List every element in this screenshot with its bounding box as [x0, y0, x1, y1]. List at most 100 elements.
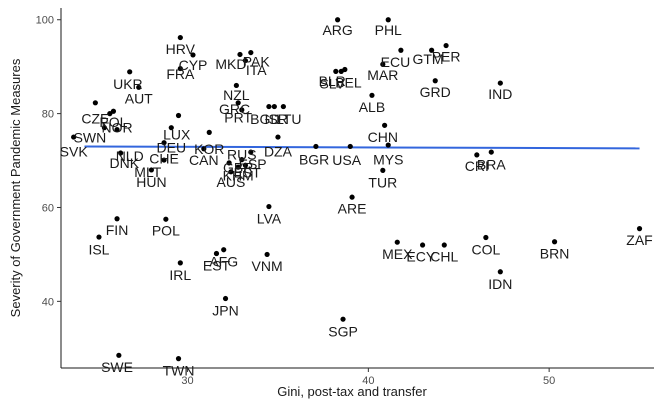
- point-label: ECY: [406, 248, 435, 264]
- point-label: AFG: [209, 253, 238, 269]
- point-label: SVK: [60, 144, 89, 160]
- point-label: BGR: [299, 152, 329, 168]
- point-label: CHE: [149, 151, 179, 167]
- data-point: [380, 61, 386, 67]
- data-point: [233, 82, 239, 89]
- data-point: [116, 352, 122, 358]
- data-point: [398, 47, 404, 53]
- x-axis-title: Gini, post-tax and transfer: [277, 384, 427, 399]
- data-point: [177, 65, 183, 72]
- point-label: PHL: [375, 22, 402, 38]
- data-point: [239, 157, 245, 163]
- point-label: CZE: [81, 110, 109, 126]
- data-point: [264, 251, 270, 258]
- data-point: [242, 162, 249, 168]
- x-ticks: 30 40 50: [181, 368, 555, 387]
- point-label: PAK: [243, 54, 271, 70]
- y-tick-label: 40: [42, 296, 54, 308]
- point-label: EST: [203, 258, 231, 274]
- point-label: RUS: [227, 146, 257, 162]
- data-point: [71, 134, 77, 140]
- point-label: POL: [152, 222, 180, 238]
- data-point: [235, 164, 241, 170]
- point-label: AUS: [217, 174, 246, 190]
- data-point: [382, 122, 388, 128]
- point-label: JPN: [212, 302, 238, 318]
- data-point: [237, 51, 243, 58]
- point-label: DEU: [157, 139, 187, 155]
- data-point: [443, 42, 449, 49]
- x-tick-label: 40: [362, 375, 374, 387]
- y-ticks: 40 60 80 100: [36, 15, 61, 308]
- point-label: FRA: [166, 66, 195, 82]
- data-point: [127, 69, 133, 75]
- point-label: MAR: [367, 67, 398, 83]
- y-tick-label: 100: [36, 15, 54, 27]
- data-point: [161, 157, 167, 163]
- data-point: [349, 194, 355, 200]
- y-axis-title: Severity of Government Pandemic Measures: [8, 58, 23, 317]
- point-label: ISL: [88, 241, 109, 257]
- point-label: BLR: [319, 73, 346, 89]
- point-label: CHL: [430, 248, 458, 264]
- data-point: [313, 143, 319, 150]
- data-point: [271, 103, 277, 110]
- data-point: [266, 103, 272, 110]
- data-point: [92, 100, 98, 106]
- point-label: VNM: [252, 258, 283, 274]
- data-point: [347, 143, 353, 150]
- data-point: [242, 57, 249, 64]
- data-point: [432, 78, 438, 84]
- point-label: LUX: [163, 126, 191, 142]
- data-point: [333, 68, 339, 74]
- data-point: [275, 134, 281, 140]
- data-point: [394, 239, 400, 245]
- point-label: KHM: [223, 168, 254, 184]
- data-point: [101, 125, 107, 131]
- point-label: MKD: [215, 56, 246, 72]
- data-point: [385, 17, 391, 23]
- point-label: SWN: [74, 130, 107, 146]
- data-point: [419, 242, 426, 248]
- data-point: [222, 295, 229, 302]
- point-label: PER: [432, 48, 461, 64]
- data-point: [110, 108, 117, 114]
- point-label: TWN: [163, 362, 195, 378]
- data-point: [248, 49, 254, 56]
- data-point: [96, 234, 102, 240]
- point-label: IRL: [169, 267, 191, 283]
- point-label: LTU: [276, 111, 301, 127]
- point-label: SWE: [101, 359, 133, 375]
- point-label: UKR: [113, 76, 143, 92]
- point-label: MEX: [382, 246, 413, 262]
- point-label: MLT: [134, 164, 161, 180]
- data-point: [175, 112, 182, 119]
- data-point: [497, 269, 503, 275]
- data-point: [380, 167, 386, 173]
- data-point: [429, 47, 435, 53]
- point-label: ARE: [338, 200, 367, 216]
- point-label: SLV: [319, 76, 345, 92]
- point-label: KOR: [194, 141, 224, 157]
- point-label: HUN: [136, 174, 166, 190]
- point-label: BGD: [250, 111, 280, 127]
- trend-line: [84, 145, 640, 150]
- data-point: [235, 100, 241, 106]
- point-label: AUT: [125, 91, 153, 107]
- data-point: [118, 150, 124, 156]
- point-label: ECU: [381, 54, 411, 70]
- point-label: USA: [332, 152, 361, 168]
- point-label: IDN: [488, 276, 512, 292]
- data-point: [483, 234, 489, 241]
- point-label: ESP: [239, 156, 267, 172]
- x-tick-label: 50: [543, 375, 555, 387]
- data-point: [280, 103, 286, 110]
- point-label: CRI: [465, 158, 489, 174]
- data-point: [335, 17, 341, 23]
- y-tick-label: 60: [42, 202, 54, 214]
- data-point: [340, 316, 346, 322]
- point-label: BRA: [477, 156, 506, 172]
- data-point: [221, 247, 227, 253]
- data-point: [636, 225, 643, 232]
